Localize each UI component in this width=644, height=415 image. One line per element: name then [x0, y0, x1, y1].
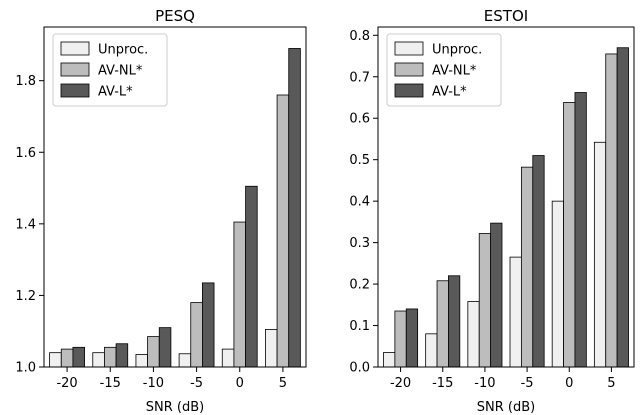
- x-tick-label: -5: [521, 376, 534, 391]
- legend-swatch: [60, 41, 90, 56]
- bar-unproc---10: [467, 301, 480, 368]
- chart-panel-1: 0.0 0.1 0.2 0.3 0.4 0.5 0.6 0.7 0.8 -20 -15 -10 -5 0 5…: [349, 7, 635, 415]
- bar-unproc---15: [425, 333, 438, 368]
- bar-av-l---5: [202, 282, 215, 368]
- x-tick-label: 5: [607, 376, 615, 391]
- bar-unproc--5: [593, 141, 607, 368]
- x-tick-label: 0: [565, 376, 573, 391]
- y-tick-label: 0.7: [349, 70, 370, 85]
- y-tick-label: 0.4: [349, 195, 370, 210]
- legend-label: AV-NL*: [98, 64, 143, 79]
- bar-unproc--5: [265, 329, 278, 368]
- y-tick-label: 1.6: [15, 146, 36, 161]
- bar-av-l---20: [405, 308, 419, 368]
- y-tick-label: 0.0: [349, 361, 370, 376]
- bar-av-nl---15: [104, 346, 117, 368]
- bar-unproc---15: [92, 352, 105, 368]
- bar-av-l--0: [574, 92, 587, 368]
- bar-av-nl---20: [60, 348, 74, 368]
- bar-unproc---5: [509, 256, 522, 368]
- bar-av-l--5: [288, 48, 301, 368]
- y-tick-label: 1.0: [15, 361, 36, 376]
- legend-label: AV-L*: [98, 85, 133, 100]
- chart-panel-0: 1.0 1.2 1.4 1.6 1.8 -20 -15 -10 -5 0 5 SNR (dB) PESQ…: [15, 7, 307, 415]
- x-axis-title: SNR (dB): [146, 400, 204, 415]
- bar-av-nl---5: [520, 166, 534, 368]
- x-tick-label: 0: [236, 376, 244, 391]
- y-tick-label: 0.8: [349, 29, 370, 44]
- y-tick-label: 0.6: [349, 112, 370, 127]
- x-tick-label: 5: [279, 376, 287, 391]
- x-tick-label: -20: [56, 376, 77, 391]
- bar-av-nl---5: [190, 302, 203, 368]
- y-tick-label: 1.2: [15, 289, 36, 304]
- bar-unproc--0: [551, 200, 564, 368]
- legend-swatch: [60, 62, 90, 77]
- y-tick-label: 0.1: [349, 319, 370, 334]
- bar-av-nl--0: [233, 221, 246, 368]
- bar-av-l--5: [616, 47, 629, 368]
- chart-title: PESQ: [155, 7, 195, 25]
- bar-unproc--0: [221, 348, 235, 368]
- legend-label: Unproc.: [432, 43, 482, 58]
- y-tick-label: 0.2: [349, 278, 370, 293]
- bar-unproc---5: [178, 353, 192, 368]
- legend-swatch: [60, 83, 90, 98]
- bar-av-nl---15: [436, 280, 449, 368]
- legend-label: AV-NL*: [432, 64, 477, 79]
- bar-av-nl---20: [394, 310, 407, 368]
- plot-frame: [377, 26, 635, 368]
- y-tick-label: 1.8: [15, 74, 36, 89]
- bar-av-nl--5: [605, 53, 618, 368]
- legend-label: AV-L*: [432, 85, 467, 100]
- y-tick-label: 1.4: [15, 217, 36, 232]
- x-tick-label: -20: [390, 376, 411, 391]
- x-tick-label: -10: [474, 376, 495, 391]
- bar-av-l--0: [245, 185, 258, 368]
- y-tick-label: 0.5: [349, 153, 370, 168]
- bar-av-l---10: [158, 327, 172, 368]
- legend-label: Unproc.: [98, 43, 148, 58]
- bar-av-l---20: [72, 346, 85, 368]
- x-tick-label: -5: [190, 376, 203, 391]
- bar-av-l---5: [532, 155, 545, 368]
- legend-swatch: [394, 62, 424, 77]
- bar-unproc---20: [383, 352, 396, 368]
- bar-av-l---15: [115, 343, 129, 368]
- x-tick-label: -10: [143, 376, 164, 391]
- bar-av-l---15: [448, 275, 461, 368]
- y-tick-label: 0.3: [349, 236, 370, 251]
- chart-title: ESTOI: [484, 7, 528, 25]
- x-tick-label: -15: [100, 376, 121, 391]
- bar-unproc---20: [49, 352, 62, 368]
- x-tick-label: -15: [432, 376, 453, 391]
- bar-av-nl---10: [478, 233, 492, 368]
- plot-frame: [43, 26, 307, 368]
- bar-av-l---10: [490, 222, 503, 368]
- bar-av-nl---10: [147, 336, 160, 368]
- x-axis-title: SNR (dB): [477, 400, 535, 415]
- bar-av-nl--0: [563, 102, 576, 368]
- legend-swatch: [394, 41, 424, 56]
- bar-unproc---10: [135, 354, 148, 368]
- legend-swatch: [394, 83, 424, 98]
- bar-av-nl--5: [276, 94, 290, 368]
